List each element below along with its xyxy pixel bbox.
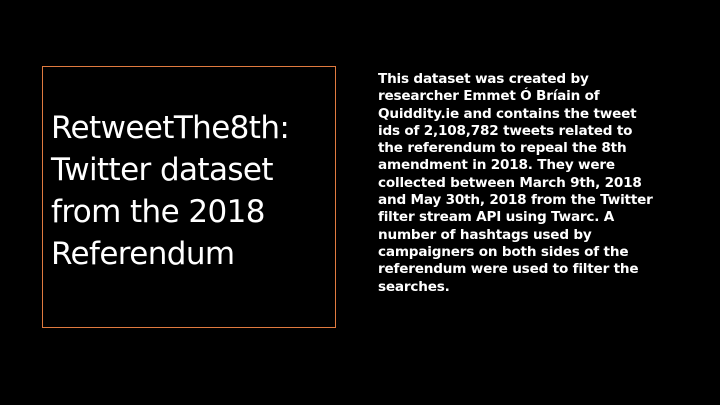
description-line: ids of 2,108,782 tweets related to xyxy=(378,122,633,139)
description-line: This dataset was created by xyxy=(378,71,589,87)
description-line: collected between March 9th, 2018 xyxy=(378,174,642,191)
description-line: Quiddity.ie and contains the tweet xyxy=(378,105,637,122)
dataset-description: This dataset was created by researcher E… xyxy=(378,71,688,296)
description-line: referendum were used to filter the xyxy=(378,261,639,278)
title-line: RetweetThe8th: xyxy=(51,110,290,146)
description-line: campaigners on both sides of the xyxy=(378,243,629,260)
description-line: filter stream API using Twarc. A xyxy=(378,209,615,226)
title-line: from the 2018 xyxy=(51,194,265,230)
description-line: the referendum to repeal the 8th xyxy=(378,140,627,157)
slide-title: RetweetThe8th: Twitter dataset from the … xyxy=(51,107,341,275)
title-frame: RetweetThe8th: Twitter dataset from the … xyxy=(42,66,336,328)
description-line: searches. xyxy=(378,278,450,295)
description-line: and May 30th, 2018 from the Twitter xyxy=(378,192,653,209)
description-line: number of hashtags used by xyxy=(378,226,592,243)
description-line: researcher Emmet Ó Bríain of xyxy=(378,88,600,105)
description-line: amendment in 2018. They were xyxy=(378,157,615,174)
title-line: Referendum xyxy=(51,236,235,272)
title-line: Twitter dataset xyxy=(51,152,274,188)
